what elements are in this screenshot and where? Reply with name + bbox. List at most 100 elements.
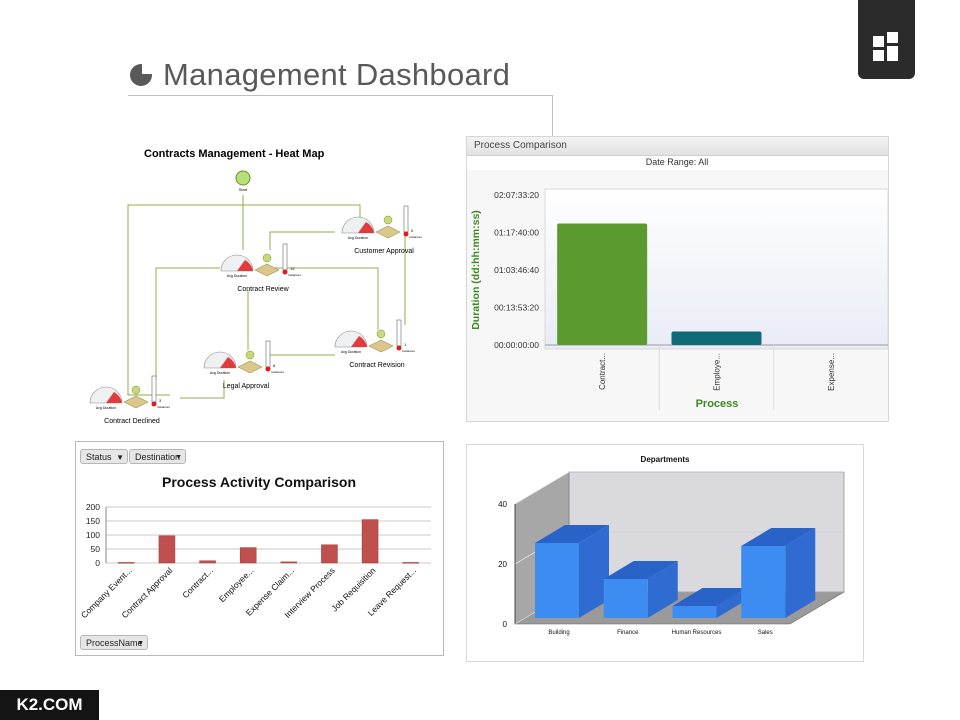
bar[interactable] xyxy=(672,606,717,618)
x-tick-label: Employe... xyxy=(713,353,722,391)
bar[interactable] xyxy=(535,543,579,618)
y-tick-label: 01:17:40:00 xyxy=(494,228,539,238)
chart-title: Process Activity Comparison xyxy=(162,474,356,490)
workflow-node[interactable]: Avg Duration 13 Instances Contract Review xyxy=(220,243,301,293)
gauge-label: Avg Duration xyxy=(210,371,230,375)
node-label: Contract Revision xyxy=(349,362,404,369)
task-icon xyxy=(368,339,394,353)
thermometer-icon xyxy=(151,375,157,403)
x-tick-label: Human Resources xyxy=(672,630,722,636)
y-tick-label: 0 xyxy=(95,558,100,568)
workflow-node[interactable]: Avg Duration 8 Instances Legal Approval xyxy=(203,340,284,390)
bar[interactable] xyxy=(557,223,648,346)
y-tick-label: 0 xyxy=(503,620,508,629)
x-tick-label: Sales xyxy=(758,630,773,636)
gauge-red-zone xyxy=(237,260,253,271)
y-tick-label: 150 xyxy=(86,516,100,526)
thermometer-icon xyxy=(396,319,402,347)
workflow-node[interactable]: Avg Duration 3 Instances Contract Declined xyxy=(89,375,170,425)
node-metric: 1 xyxy=(404,342,407,347)
x-axis-label: Process xyxy=(696,398,739,410)
node-metric-label: Instances xyxy=(288,273,301,277)
bar-side xyxy=(785,528,816,618)
person-icon xyxy=(245,350,255,360)
person-icon xyxy=(131,385,141,395)
y-tick-label: 200 xyxy=(86,502,100,512)
bar[interactable] xyxy=(239,547,257,564)
y-tick-label: 01:03:46:40 xyxy=(494,265,539,275)
thermometer-bulb xyxy=(403,231,409,237)
chevron-down-icon: ▼ xyxy=(137,640,144,647)
bar-side xyxy=(579,525,609,618)
grid-logo-icon xyxy=(873,32,898,61)
chevron-down-icon: ▼ xyxy=(175,454,182,461)
x-tick-label: Contract... xyxy=(180,565,215,600)
bar[interactable] xyxy=(603,579,648,618)
gauge-red-zone xyxy=(220,357,236,368)
node-label: Contract Review xyxy=(237,286,289,293)
node-metric-label: Instances xyxy=(157,405,170,409)
bar[interactable] xyxy=(118,562,135,564)
process-name-filter-button[interactable]: ProcessName ▼ xyxy=(80,635,148,650)
thermometer-icon xyxy=(403,205,409,233)
y-tick-label: 40 xyxy=(498,500,507,509)
gauge-red-zone xyxy=(106,392,122,403)
person-icon xyxy=(383,215,393,225)
process-activity-chart: Process Activity Comparison 0 50 100 150 200 C… xyxy=(79,474,431,620)
x-tick-label: Employee... xyxy=(217,565,256,604)
thermometer-bulb xyxy=(151,401,157,407)
y-tick-label: 100 xyxy=(86,530,100,540)
task-icon xyxy=(123,395,149,409)
bar[interactable] xyxy=(321,544,338,564)
bar[interactable] xyxy=(741,546,786,618)
workflow-node[interactable]: Avg Duration 1 Instances Contract Revision xyxy=(334,319,415,369)
gauge-label: Avg Duration xyxy=(341,350,361,354)
bar-top xyxy=(672,588,747,606)
thermometer-bulb xyxy=(396,345,402,351)
k2-logo xyxy=(858,0,915,79)
bar[interactable] xyxy=(280,561,298,564)
bar[interactable] xyxy=(361,519,379,564)
process-comparison-panel: Process Comparison Date Range: All 00:00:… xyxy=(466,136,889,422)
bar[interactable] xyxy=(671,331,762,346)
y-tick-label: 20 xyxy=(498,560,507,569)
heat-map-title: Contracts Management - Heat Map xyxy=(144,148,325,160)
workflow-connectors xyxy=(127,195,406,399)
gauge-red-zone xyxy=(351,336,367,347)
task-icon xyxy=(254,263,280,277)
node-label: Contract Declined xyxy=(104,418,160,425)
process-comparison-header-label: Process Comparison xyxy=(474,140,567,151)
start-node[interactable] xyxy=(235,170,251,186)
node-metric: 0 xyxy=(411,228,414,233)
process-activity-panel: Status ▼ Destination ▼ Process Activity … xyxy=(75,441,444,656)
node-metric: 3 xyxy=(159,398,162,403)
thermometer-bulb xyxy=(282,269,288,275)
destination-filter-button[interactable]: Destination ▼ xyxy=(129,449,186,464)
node-label: Legal Approval xyxy=(223,383,270,390)
y-tick-label: 02:07:33:20 xyxy=(494,190,539,200)
status-filter-button[interactable]: Status ▼ xyxy=(80,449,128,464)
x-tick-label: Contract... xyxy=(598,353,607,390)
person-icon xyxy=(262,253,272,263)
status-filter-label: Status xyxy=(86,452,112,462)
node-label: Customer Approval xyxy=(354,248,414,255)
heat-map-panel: Contracts Management - Heat Map Start Av… xyxy=(80,140,450,435)
departments-panel: Departments 0 20 40 Building Finance Human Res… xyxy=(466,444,864,662)
thermometer-icon xyxy=(265,340,271,368)
x-tick-label: Finance xyxy=(617,630,639,636)
workflow-node[interactable]: Avg Duration 0 Instances Customer Approval xyxy=(341,205,422,255)
gauge-label: Avg Duration xyxy=(227,274,247,278)
thermometer-icon xyxy=(282,243,288,271)
y-tick-label: 00:13:53:20 xyxy=(494,303,539,313)
bar[interactable] xyxy=(158,535,176,564)
bar[interactable] xyxy=(199,560,216,564)
process-name-filter-label: ProcessName xyxy=(86,638,143,648)
node-metric-label: Instances xyxy=(409,235,422,239)
chart-title: Departments xyxy=(641,455,690,464)
process-comparison-header: Process Comparison xyxy=(467,137,888,156)
bar[interactable] xyxy=(402,562,419,564)
bar-side xyxy=(716,588,747,618)
x-tick-label: Building xyxy=(548,630,569,636)
node-metric: 8 xyxy=(273,363,276,368)
node-metric-label: Instances xyxy=(402,349,415,353)
